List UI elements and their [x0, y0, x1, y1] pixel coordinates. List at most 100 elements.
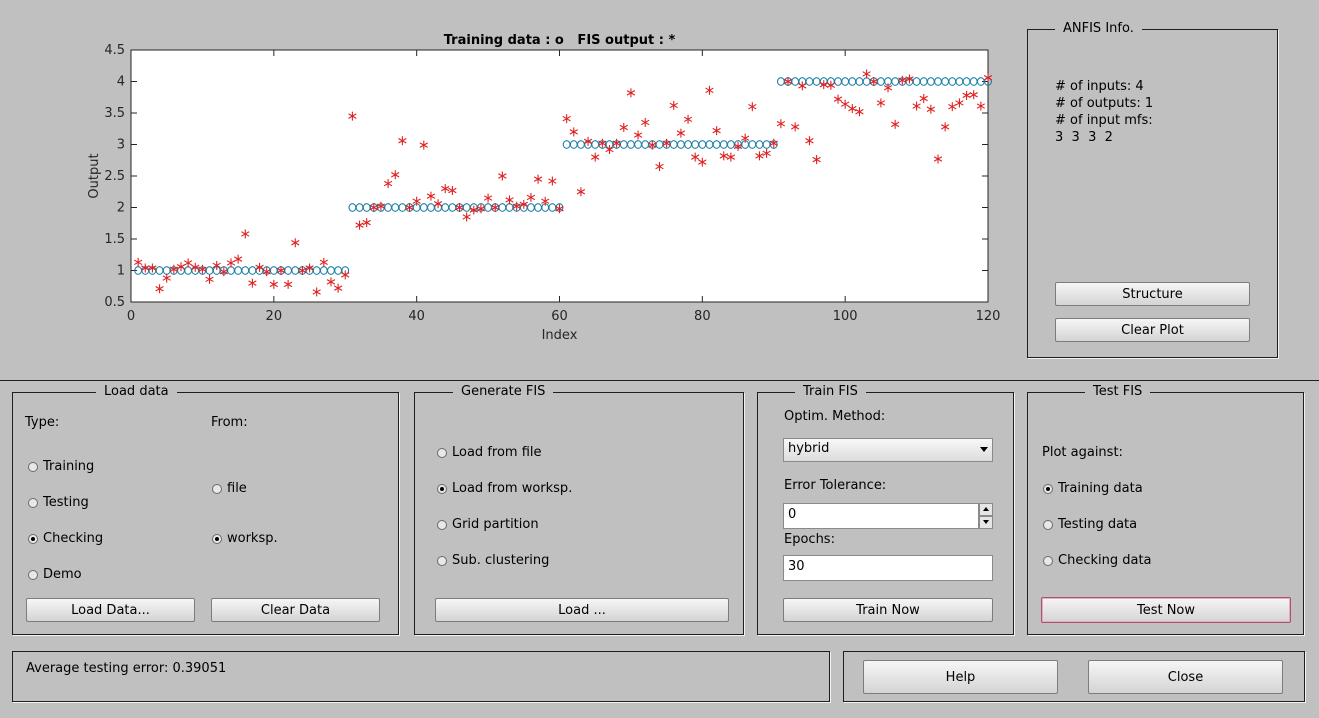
fis-output-star-stroke [598, 140, 607, 146]
generate-fis-panel: Generate FIS Load from file Load from wo… [414, 384, 744, 635]
error-tolerance-input[interactable]: 0 [783, 503, 979, 529]
plot-training-label[interactable]: Training data [1058, 481, 1143, 496]
tolerance-increment[interactable] [979, 503, 993, 516]
fis-output-star-stroke [862, 71, 871, 77]
fis-output-star-stroke [926, 106, 936, 112]
plot-testing-label[interactable]: Testing data [1058, 517, 1138, 532]
fis-output-star-stroke [733, 143, 743, 150]
train-now-button[interactable]: Train Now [783, 598, 993, 622]
test-now-button[interactable]: Test Now [1041, 597, 1291, 623]
clear-data-button[interactable]: Clear Data [211, 598, 380, 622]
fis-output-star-stroke [876, 100, 886, 106]
fis-output-point [955, 98, 964, 108]
fis-output-star-stroke [612, 140, 621, 146]
optim-method-select[interactable]: hybrid [783, 438, 993, 462]
grid-partition-radio[interactable] [437, 520, 447, 530]
fis-output-star-stroke [341, 272, 350, 278]
fis-output-star-stroke [426, 193, 436, 199]
fis-output-star-stroke [162, 275, 171, 281]
generate-load-button[interactable]: Load ... [435, 598, 729, 622]
fis-output-star-stroke [819, 81, 828, 88]
fis-output-point [555, 204, 564, 214]
fis-output-point [519, 199, 528, 209]
fis-output-star-stroke [276, 267, 286, 274]
fis-output-star-stroke [833, 96, 843, 102]
clear-plot-button[interactable]: Clear Plot [1055, 318, 1250, 342]
x-tick-label: 60 [551, 309, 568, 324]
sub-clustering-label[interactable]: Sub. clustering [452, 553, 550, 568]
chart-title: Training data : o FIS output : * [444, 33, 676, 48]
structure-button[interactable]: Structure [1055, 282, 1250, 306]
fis-output-star-stroke [905, 76, 914, 82]
tolerance-decrement[interactable] [979, 516, 993, 529]
anfis-info-panel: ANFIS Info. # of inputs: 4 # of outputs:… [1027, 21, 1278, 358]
load-from-workspace-radio[interactable] [437, 484, 447, 494]
fis-output-star-stroke [805, 137, 814, 144]
fis-output-point [633, 130, 643, 140]
fis-output-point [669, 100, 678, 110]
type-testing-label[interactable]: Testing [43, 495, 89, 510]
plot-testing-radio[interactable] [1043, 520, 1053, 530]
fis-output-star-stroke [376, 203, 386, 209]
y-tick-label: 4 [117, 75, 125, 90]
load-from-file-label[interactable]: Load from file [452, 445, 542, 460]
fis-output-star-stroke [233, 256, 243, 262]
fis-output-star-stroke [483, 195, 493, 201]
type-demo-radio[interactable] [28, 570, 38, 580]
fis-output-point [805, 136, 814, 146]
info-line-outputs: # of outputs: 1 [1055, 96, 1154, 111]
source-workspace-radio[interactable] [212, 534, 222, 544]
type-checking-radio[interactable] [28, 534, 38, 544]
plot-training-radio[interactable] [1043, 484, 1053, 494]
fis-output-point [312, 287, 321, 297]
load-data-button[interactable]: Load Data... [26, 598, 195, 622]
fis-output-star-stroke [605, 146, 614, 153]
type-demo-label[interactable]: Demo [43, 567, 82, 582]
fis-output-star-stroke [312, 289, 321, 295]
fis-output-point [755, 151, 764, 161]
fis-output-star-stroke [576, 189, 586, 195]
source-file-radio[interactable] [212, 484, 222, 494]
sub-clustering-radio[interactable] [437, 556, 447, 566]
type-checking-label[interactable]: Checking [43, 531, 104, 546]
load-from-file-radio[interactable] [437, 448, 447, 458]
type-training-label[interactable]: Training [43, 459, 95, 474]
fis-output-star-stroke [412, 198, 421, 204]
fis-output-point [276, 266, 286, 275]
fis-output-star-stroke [512, 203, 521, 209]
load-data-panel: Load data Type: From: Training Testing C… [12, 384, 399, 635]
fis-output-point [562, 114, 571, 124]
source-workspace-label[interactable]: worksp. [227, 531, 278, 546]
fis-output-point [469, 205, 478, 215]
fis-output-point [933, 154, 943, 164]
close-button[interactable]: Close [1088, 660, 1283, 694]
epochs-input[interactable]: 30 [783, 555, 993, 581]
type-training-radio[interactable] [28, 462, 38, 472]
fis-output-star-stroke [919, 95, 928, 102]
fis-output-star-stroke [755, 153, 764, 159]
fis-output-point [498, 171, 507, 181]
plot-checking-radio[interactable] [1043, 556, 1053, 566]
fis-output-point [719, 151, 728, 161]
fis-output-star-stroke [705, 87, 714, 94]
x-tick-label: 40 [408, 309, 425, 324]
fis-output-point [448, 185, 457, 195]
help-button[interactable]: Help [863, 660, 1058, 694]
fis-output-star-stroke [741, 135, 750, 141]
plot-checking-label[interactable]: Checking data [1058, 553, 1152, 568]
x-tick-label: 0 [127, 309, 135, 324]
fis-output-point [969, 90, 978, 100]
fis-output-point [833, 94, 843, 104]
fis-output-star-stroke [441, 185, 450, 192]
fis-output-point [648, 140, 657, 150]
fis-output-star-stroke [169, 266, 179, 272]
epochs-label: Epochs: [784, 532, 835, 547]
type-testing-radio[interactable] [28, 498, 38, 508]
fis-output-point [241, 229, 250, 239]
fis-output-point [576, 187, 586, 197]
load-from-workspace-label[interactable]: Load from worksp. [452, 481, 573, 496]
source-file-label[interactable]: file [227, 481, 247, 496]
fis-output-star-stroke [383, 180, 393, 187]
grid-partition-label[interactable]: Grid partition [452, 517, 539, 532]
fis-output-star-stroke [326, 279, 336, 285]
